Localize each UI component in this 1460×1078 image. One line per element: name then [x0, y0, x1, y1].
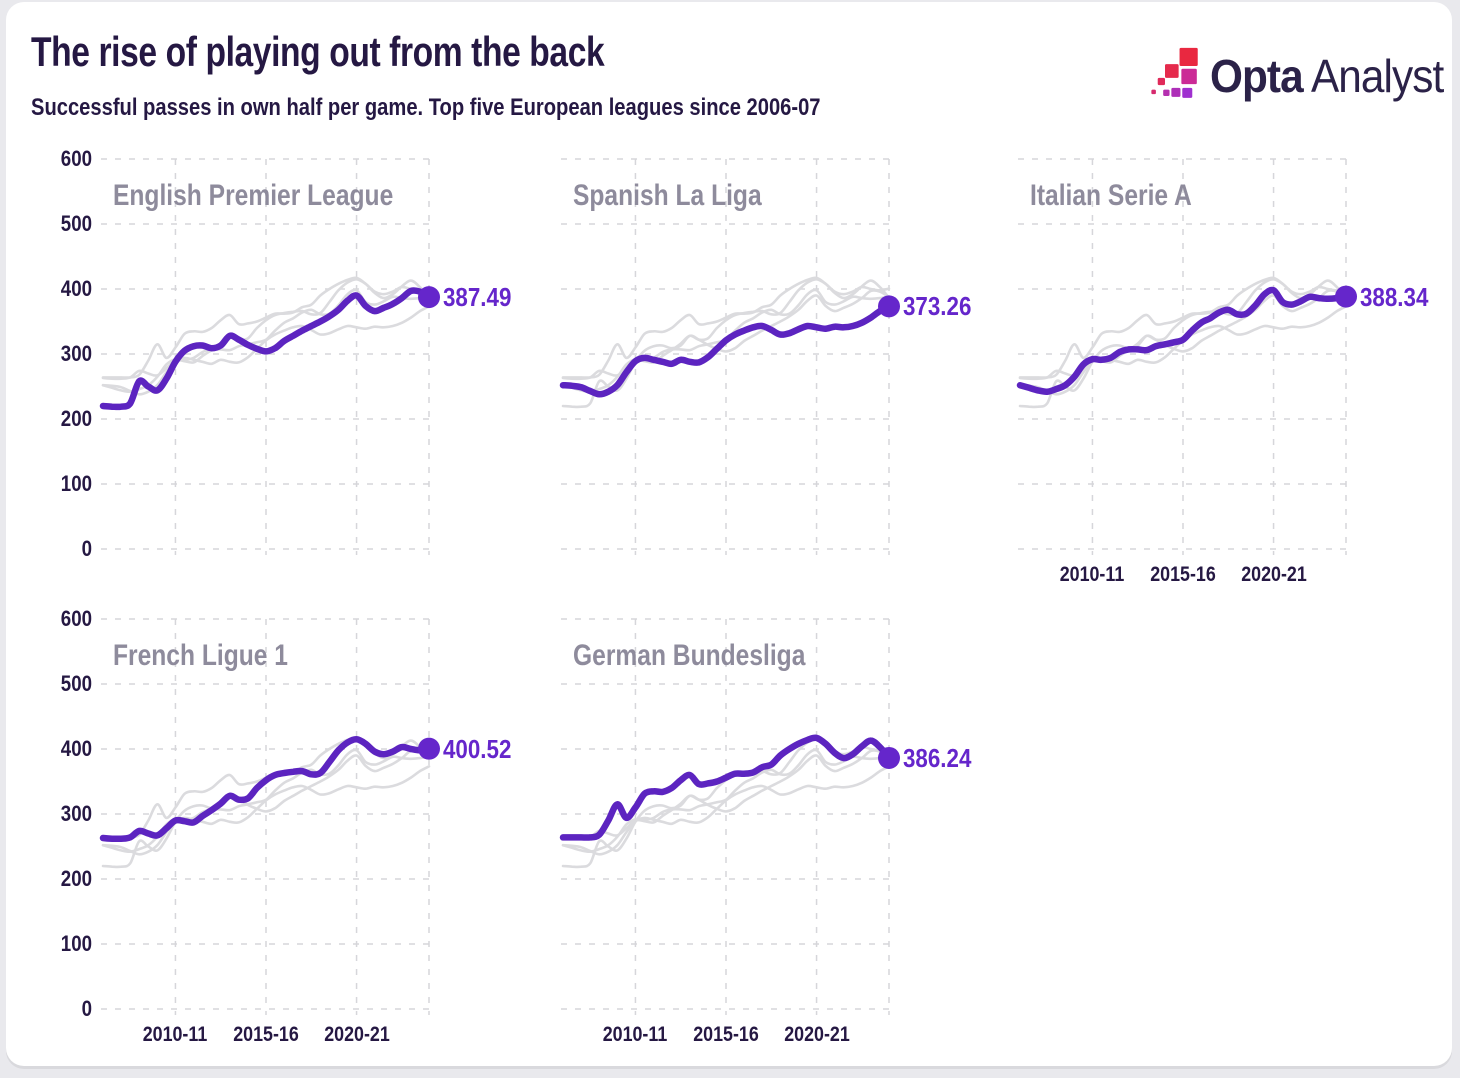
logo-square: [1165, 64, 1179, 78]
y-axis-tick-label: 600: [60, 606, 92, 631]
facet-title: French Ligue 1: [113, 639, 288, 672]
y-axis-tick-label: 300: [60, 801, 92, 826]
final-value-dot: [418, 737, 440, 760]
other-league-line: [101, 276, 431, 379]
x-axis-tick-label: 2020-21: [783, 1023, 850, 1046]
final-value-dot: [1335, 285, 1357, 308]
facet-english-premier-league: English Premier League: [99, 158, 440, 555]
facet-chart: [1016, 158, 1357, 555]
logo-opta-text: Opta: [1210, 50, 1304, 102]
x-axis-tick-label: 2010-11: [143, 1023, 208, 1046]
final-value-label: 373.26: [903, 291, 972, 322]
facet-title: Spanish La Liga: [573, 179, 762, 212]
facet-chart: [99, 618, 440, 1015]
y-axis-tick-label: 500: [60, 211, 92, 236]
final-value-label: 386.24: [903, 742, 972, 773]
other-league-line: [561, 276, 891, 379]
x-axis-tick-label: 2015-16: [233, 1023, 299, 1046]
other-league-line: [101, 288, 431, 394]
x-axis-tick-label: 2020-21: [323, 1023, 390, 1046]
logo-square: [1182, 87, 1193, 98]
logo-analyst-text: Analyst: [1310, 50, 1444, 102]
y-axis-tick-label: 0: [81, 536, 92, 561]
other-league-line: [561, 749, 891, 869]
y-axis-tick-label: 100: [60, 931, 92, 956]
final-value-label: 388.34: [1360, 281, 1429, 312]
logo-square: [1163, 89, 1170, 96]
x-axis-tick-label: 2015-16: [1150, 563, 1216, 586]
facet-title: English Premier League: [113, 179, 394, 212]
opta-analyst-logo: Opta Analyst: [1146, 42, 1446, 110]
y-axis-tick-label: 600: [60, 146, 92, 171]
chart-title: The rise of playing out from the back: [31, 28, 605, 75]
facet-chart: [99, 158, 440, 555]
facet-italian-serie-a: Italian Serie A: [1016, 158, 1357, 555]
other-league-line: [561, 748, 891, 854]
opta-stairs-icon: [1151, 47, 1198, 98]
logo-square: [1181, 68, 1197, 85]
y-axis-tick-label: 200: [60, 866, 92, 891]
highlighted-league-line: [559, 734, 893, 841]
facet-chart: [559, 158, 900, 555]
logo-square: [1179, 47, 1198, 66]
logo-square: [1171, 87, 1181, 97]
facet-chart: [559, 618, 900, 1015]
x-axis-tick-label: 2015-16: [693, 1023, 759, 1046]
other-league-line: [101, 749, 431, 869]
final-value-dot: [878, 746, 900, 769]
y-axis-tick-label: 400: [60, 736, 92, 761]
logo-square: [1157, 77, 1165, 86]
y-axis-tick-label: 400: [60, 276, 92, 301]
final-value-dot: [878, 295, 900, 318]
final-value-dot: [418, 286, 440, 309]
highlighted-league-line: [559, 303, 893, 398]
x-axis-tick-label: 2010-11: [1060, 563, 1125, 586]
facet-title: German Bundesliga: [573, 639, 806, 672]
y-axis-tick-label: 100: [60, 471, 92, 496]
final-value-label: 387.49: [443, 282, 512, 313]
facet-french-ligue-1: French Ligue 1: [99, 618, 440, 1015]
final-value-label: 400.52: [443, 733, 512, 764]
y-axis-tick-label: 200: [60, 406, 92, 431]
chart-card: The rise of playing out from the back Su…: [6, 2, 1452, 1066]
x-axis-tick-label: 2010-11: [603, 1023, 668, 1046]
facet-spanish-la-liga: Spanish La Liga: [559, 158, 900, 555]
x-axis-tick-label: 2020-21: [1240, 563, 1307, 586]
highlighted-league-line: [99, 287, 433, 411]
highlighted-league-line: [99, 736, 433, 843]
opta-analyst-wordmark: Opta Analyst: [1210, 49, 1444, 103]
y-axis-tick-label: 500: [60, 671, 92, 696]
chart-subtitle: Successful passes in own half per game. …: [31, 94, 821, 121]
other-league-line: [561, 289, 891, 409]
other-league-line: [1018, 289, 1348, 409]
facet-title: Italian Serie A: [1030, 179, 1192, 212]
y-axis-tick-label: 300: [60, 341, 92, 366]
y-axis-tick-label: 0: [81, 996, 92, 1021]
highlighted-league-line: [1016, 286, 1350, 395]
facet-german-bundesliga: German Bundesliga: [559, 618, 900, 1015]
other-league-line: [1018, 276, 1348, 379]
logo-square: [1151, 89, 1156, 95]
